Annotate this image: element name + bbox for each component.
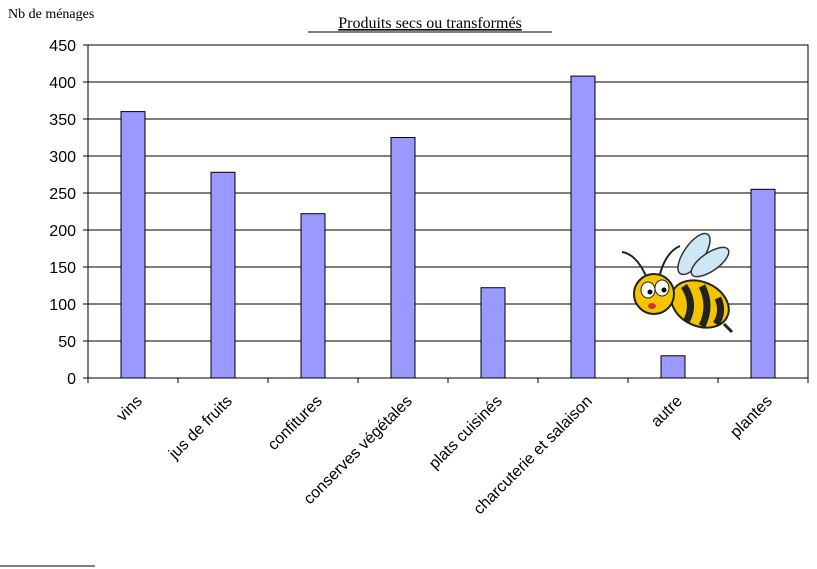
x-tick-label: plats cuisinés [426,393,506,473]
y-tick-label: 300 [49,149,76,166]
bar [750,188,776,379]
y-tick-label: 0 [67,371,76,388]
bar [660,355,686,379]
y-tick-label: 350 [49,112,76,129]
bee-illustration [621,232,734,334]
y-tick-label: 250 [49,186,76,203]
chart-title: Produits secs ou transformés [338,15,522,32]
y-tick-label: 150 [49,260,76,277]
x-tick-label: confitures [265,393,326,454]
bar [120,111,146,379]
bar [390,137,416,379]
x-tick-label: plantes [727,393,776,442]
y-tick-label: 200 [49,223,76,240]
y-tick-label: 100 [49,297,76,314]
y-tick-label: 400 [49,75,76,92]
bar [300,213,326,379]
x-tick-label: jus de fruits [165,393,236,464]
x-tick-label: vins [114,393,146,425]
bar [570,75,596,379]
bar [210,171,236,379]
y-tick-label: 450 [49,38,76,55]
x-tick-label: autre [648,393,686,431]
y-axis-label: Nb de ménages [8,7,94,22]
bar [480,287,506,379]
y-tick-label: 50 [58,334,76,351]
